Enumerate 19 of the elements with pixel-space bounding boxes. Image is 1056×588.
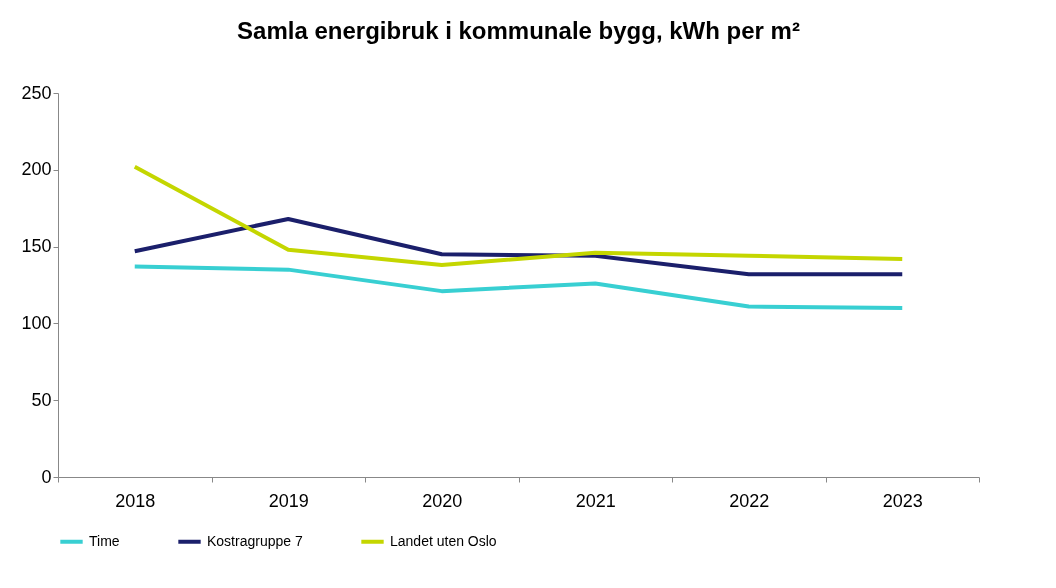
y-tick-label: 0 <box>41 466 52 487</box>
line-series <box>132 216 905 277</box>
line-series <box>132 164 905 268</box>
legend-label: Landet uten Oslo <box>390 532 497 549</box>
x-tick-label: 2019 <box>268 490 309 511</box>
x-tick-label: 2023 <box>882 490 923 511</box>
legend-label: Time <box>89 532 120 549</box>
x-tick-label: 2021 <box>575 490 616 511</box>
y-tick-label: 100 <box>21 312 52 333</box>
line-series <box>132 264 905 311</box>
x-tick-label: 2020 <box>422 490 463 511</box>
chart-title: Samla energibruk i kommunale bygg, kWh per m² <box>237 17 800 44</box>
y-tick-label: 200 <box>21 159 52 180</box>
legend-label: Kostragruppe 7 <box>207 532 303 549</box>
x-tick-label: 2022 <box>729 490 770 511</box>
y-tick-label: 150 <box>21 236 52 257</box>
x-tick-label: 2018 <box>115 490 156 511</box>
y-tick-label: 250 <box>21 82 52 103</box>
y-tick-label: 50 <box>31 389 52 410</box>
